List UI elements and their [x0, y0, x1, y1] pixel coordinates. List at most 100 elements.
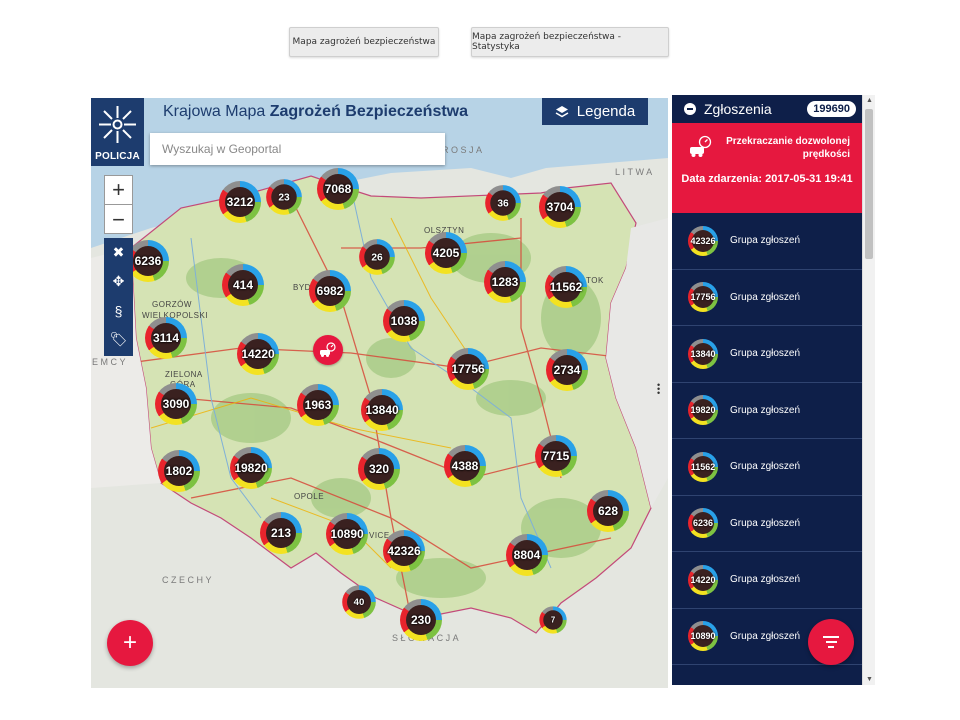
- legend-button[interactable]: Legenda: [542, 98, 648, 125]
- cluster-marker[interactable]: 1283: [484, 261, 526, 303]
- cluster-marker[interactable]: 3090: [155, 383, 197, 425]
- cluster-marker[interactable]: 11562: [545, 266, 587, 308]
- report-type: Przekraczanie dozwolonej prędkości: [726, 136, 850, 160]
- title-bold: Zagrożeń Bezpieczeństwa: [269, 103, 469, 120]
- title-light: Krajowa Mapa: [163, 103, 266, 120]
- cluster-marker[interactable]: 1963: [297, 384, 339, 426]
- cluster-marker[interactable]: 7715: [535, 435, 577, 477]
- police-logo: POLICJA: [91, 98, 144, 166]
- cluster-marker[interactable]: 3212: [219, 181, 261, 223]
- cluster-marker[interactable]: 628: [587, 490, 629, 532]
- add-report-button[interactable]: +: [107, 620, 153, 666]
- car-speed-icon: [320, 342, 336, 357]
- cluster-marker[interactable]: 230: [400, 599, 442, 641]
- selected-report-card[interactable]: Przekraczanie dozwolonej prędkości Data …: [672, 123, 862, 213]
- cluster-marker[interactable]: 3114: [145, 317, 187, 359]
- cluster-marker[interactable]: 4388: [444, 445, 486, 487]
- cluster-marker[interactable]: 2734: [546, 349, 588, 391]
- cluster-marker[interactable]: 1802: [158, 450, 200, 492]
- cluster-marker[interactable]: 1038: [383, 300, 425, 342]
- cluster-mini-icon: 42326: [688, 225, 718, 256]
- tag-icon[interactable]: 🏷: [109, 331, 128, 347]
- cluster-marker[interactable]: 6982: [309, 270, 351, 312]
- police-logo-text: POLICJA: [95, 151, 140, 162]
- list-item[interactable]: 17756 Grupa zgłoszeń: [672, 270, 862, 326]
- zoom-control: + −: [104, 175, 133, 234]
- city-label-gorzow-1: GORZÓW: [152, 300, 192, 309]
- fullscreen-icon[interactable]: ✖: [112, 244, 125, 260]
- legend-label: Legenda: [576, 103, 636, 120]
- cluster-mini-icon: 14220: [688, 564, 718, 595]
- country-label-russia: ROSJA: [442, 145, 485, 155]
- police-star-icon: [99, 106, 136, 143]
- list-item[interactable]: 19820 Grupa zgłoszeń: [672, 383, 862, 439]
- cluster-mini-icon: 10890: [688, 621, 718, 652]
- geoportal-search-input[interactable]: Wyszukaj w Geoportal: [150, 133, 445, 165]
- paragraph-icon[interactable]: §: [114, 302, 123, 319]
- zoom-out-button[interactable]: −: [112, 206, 125, 232]
- cluster-marker[interactable]: 40: [342, 585, 376, 619]
- cluster-marker[interactable]: 36: [485, 185, 521, 221]
- statistics-tab-button[interactable]: Mapa zagrożeń bezpieczeństwa - Statystyk…: [471, 27, 669, 57]
- cluster-marker[interactable]: 23: [266, 179, 302, 215]
- filter-button[interactable]: [808, 619, 854, 665]
- panel-title: Zgłoszenia: [704, 101, 772, 117]
- cluster-mini-icon: 13840: [688, 338, 718, 369]
- panel-resize-handle[interactable]: • • •: [657, 380, 661, 398]
- cluster-marker[interactable]: 213: [260, 512, 302, 554]
- map-tools: ✖ ✥ § 🏷: [104, 238, 133, 356]
- collapse-icon[interactable]: [684, 103, 696, 115]
- city-label-opole: OPOLE: [294, 492, 325, 501]
- scroll-up-icon[interactable]: ▲: [866, 97, 873, 104]
- locate-icon[interactable]: ✥: [112, 273, 125, 289]
- city-label-gorzow-2: WIELKOPOLSKI: [142, 311, 209, 320]
- city-label-olsztyn: OLSZTYN: [424, 226, 465, 235]
- cluster-marker[interactable]: 414: [222, 264, 264, 306]
- cluster-marker[interactable]: 4205: [425, 232, 467, 274]
- scroll-down-icon[interactable]: ▼: [866, 676, 873, 683]
- cluster-marker[interactable]: 19820: [230, 447, 272, 489]
- cluster-marker[interactable]: 14220: [237, 333, 279, 375]
- city-label-katowice: VICE: [369, 531, 390, 540]
- country-label-lithuania: LITWA: [615, 167, 655, 177]
- cluster-marker[interactable]: 26: [359, 239, 395, 275]
- list-item[interactable]: 14220 Grupa zgłoszeń: [672, 552, 862, 609]
- list-item[interactable]: 10890 Grupa zgłoszeń: [672, 609, 862, 665]
- cluster-marker[interactable]: 13840: [361, 389, 403, 431]
- cluster-marker[interactable]: 17756: [447, 348, 489, 390]
- cluster-mini-icon: 17756: [688, 282, 718, 313]
- car-speed-icon: [690, 135, 712, 157]
- cluster-marker[interactable]: 6236: [127, 240, 169, 282]
- map-tab-button[interactable]: Mapa zagrożeń bezpieczeństwa: [289, 27, 439, 57]
- page-title: Krajowa Mapa Zagrożeń Bezpieczeństwa: [163, 103, 468, 121]
- cluster-mini-icon: 6236: [688, 508, 718, 539]
- zoom-in-button[interactable]: +: [105, 176, 132, 205]
- cluster-marker[interactable]: 10890: [326, 513, 368, 555]
- cluster-marker[interactable]: 8804: [506, 534, 548, 576]
- scrollbar-thumb[interactable]: [865, 109, 873, 259]
- city-label-bydgoszcz: BYD: [293, 283, 311, 292]
- cluster-marker[interactable]: 3704: [539, 186, 581, 228]
- cluster-marker[interactable]: 320: [358, 448, 400, 490]
- country-label-germany: EMCY: [92, 357, 129, 367]
- list-item[interactable]: 42326 Grupa zgłoszeń: [672, 213, 862, 270]
- cluster-marker[interactable]: 7068: [317, 168, 359, 210]
- cluster-mini-icon: 11562: [688, 451, 718, 482]
- layers-icon: [555, 105, 569, 117]
- speeding-event-marker[interactable]: [313, 335, 343, 365]
- list-item[interactable]: 6236 Grupa zgłoszeń: [672, 496, 862, 552]
- city-label-zielona-1: ZIELONA: [165, 370, 203, 379]
- reports-panel: Zgłoszenia 199690 Przekraczanie dozwolon…: [672, 95, 862, 685]
- list-item[interactable]: 13840 Grupa zgłoszeń: [672, 326, 862, 383]
- panel-header: Zgłoszenia 199690: [672, 95, 862, 123]
- cluster-mini-icon: 19820: [688, 395, 718, 426]
- country-label-czechia: CZECHY: [162, 575, 215, 585]
- report-date: Data zdarzenia: 2017-05-31 19:41: [681, 173, 853, 185]
- reports-count-badge: 199690: [807, 101, 856, 117]
- cluster-marker[interactable]: 42326: [383, 530, 425, 572]
- panel-scrollbar[interactable]: ▲ ▼: [862, 95, 875, 685]
- cluster-marker[interactable]: 7: [539, 606, 567, 634]
- list-item[interactable]: 11562 Grupa zgłoszeń: [672, 439, 862, 496]
- filter-icon: [823, 636, 839, 638]
- city-label-bialystok: TOK: [586, 276, 604, 285]
